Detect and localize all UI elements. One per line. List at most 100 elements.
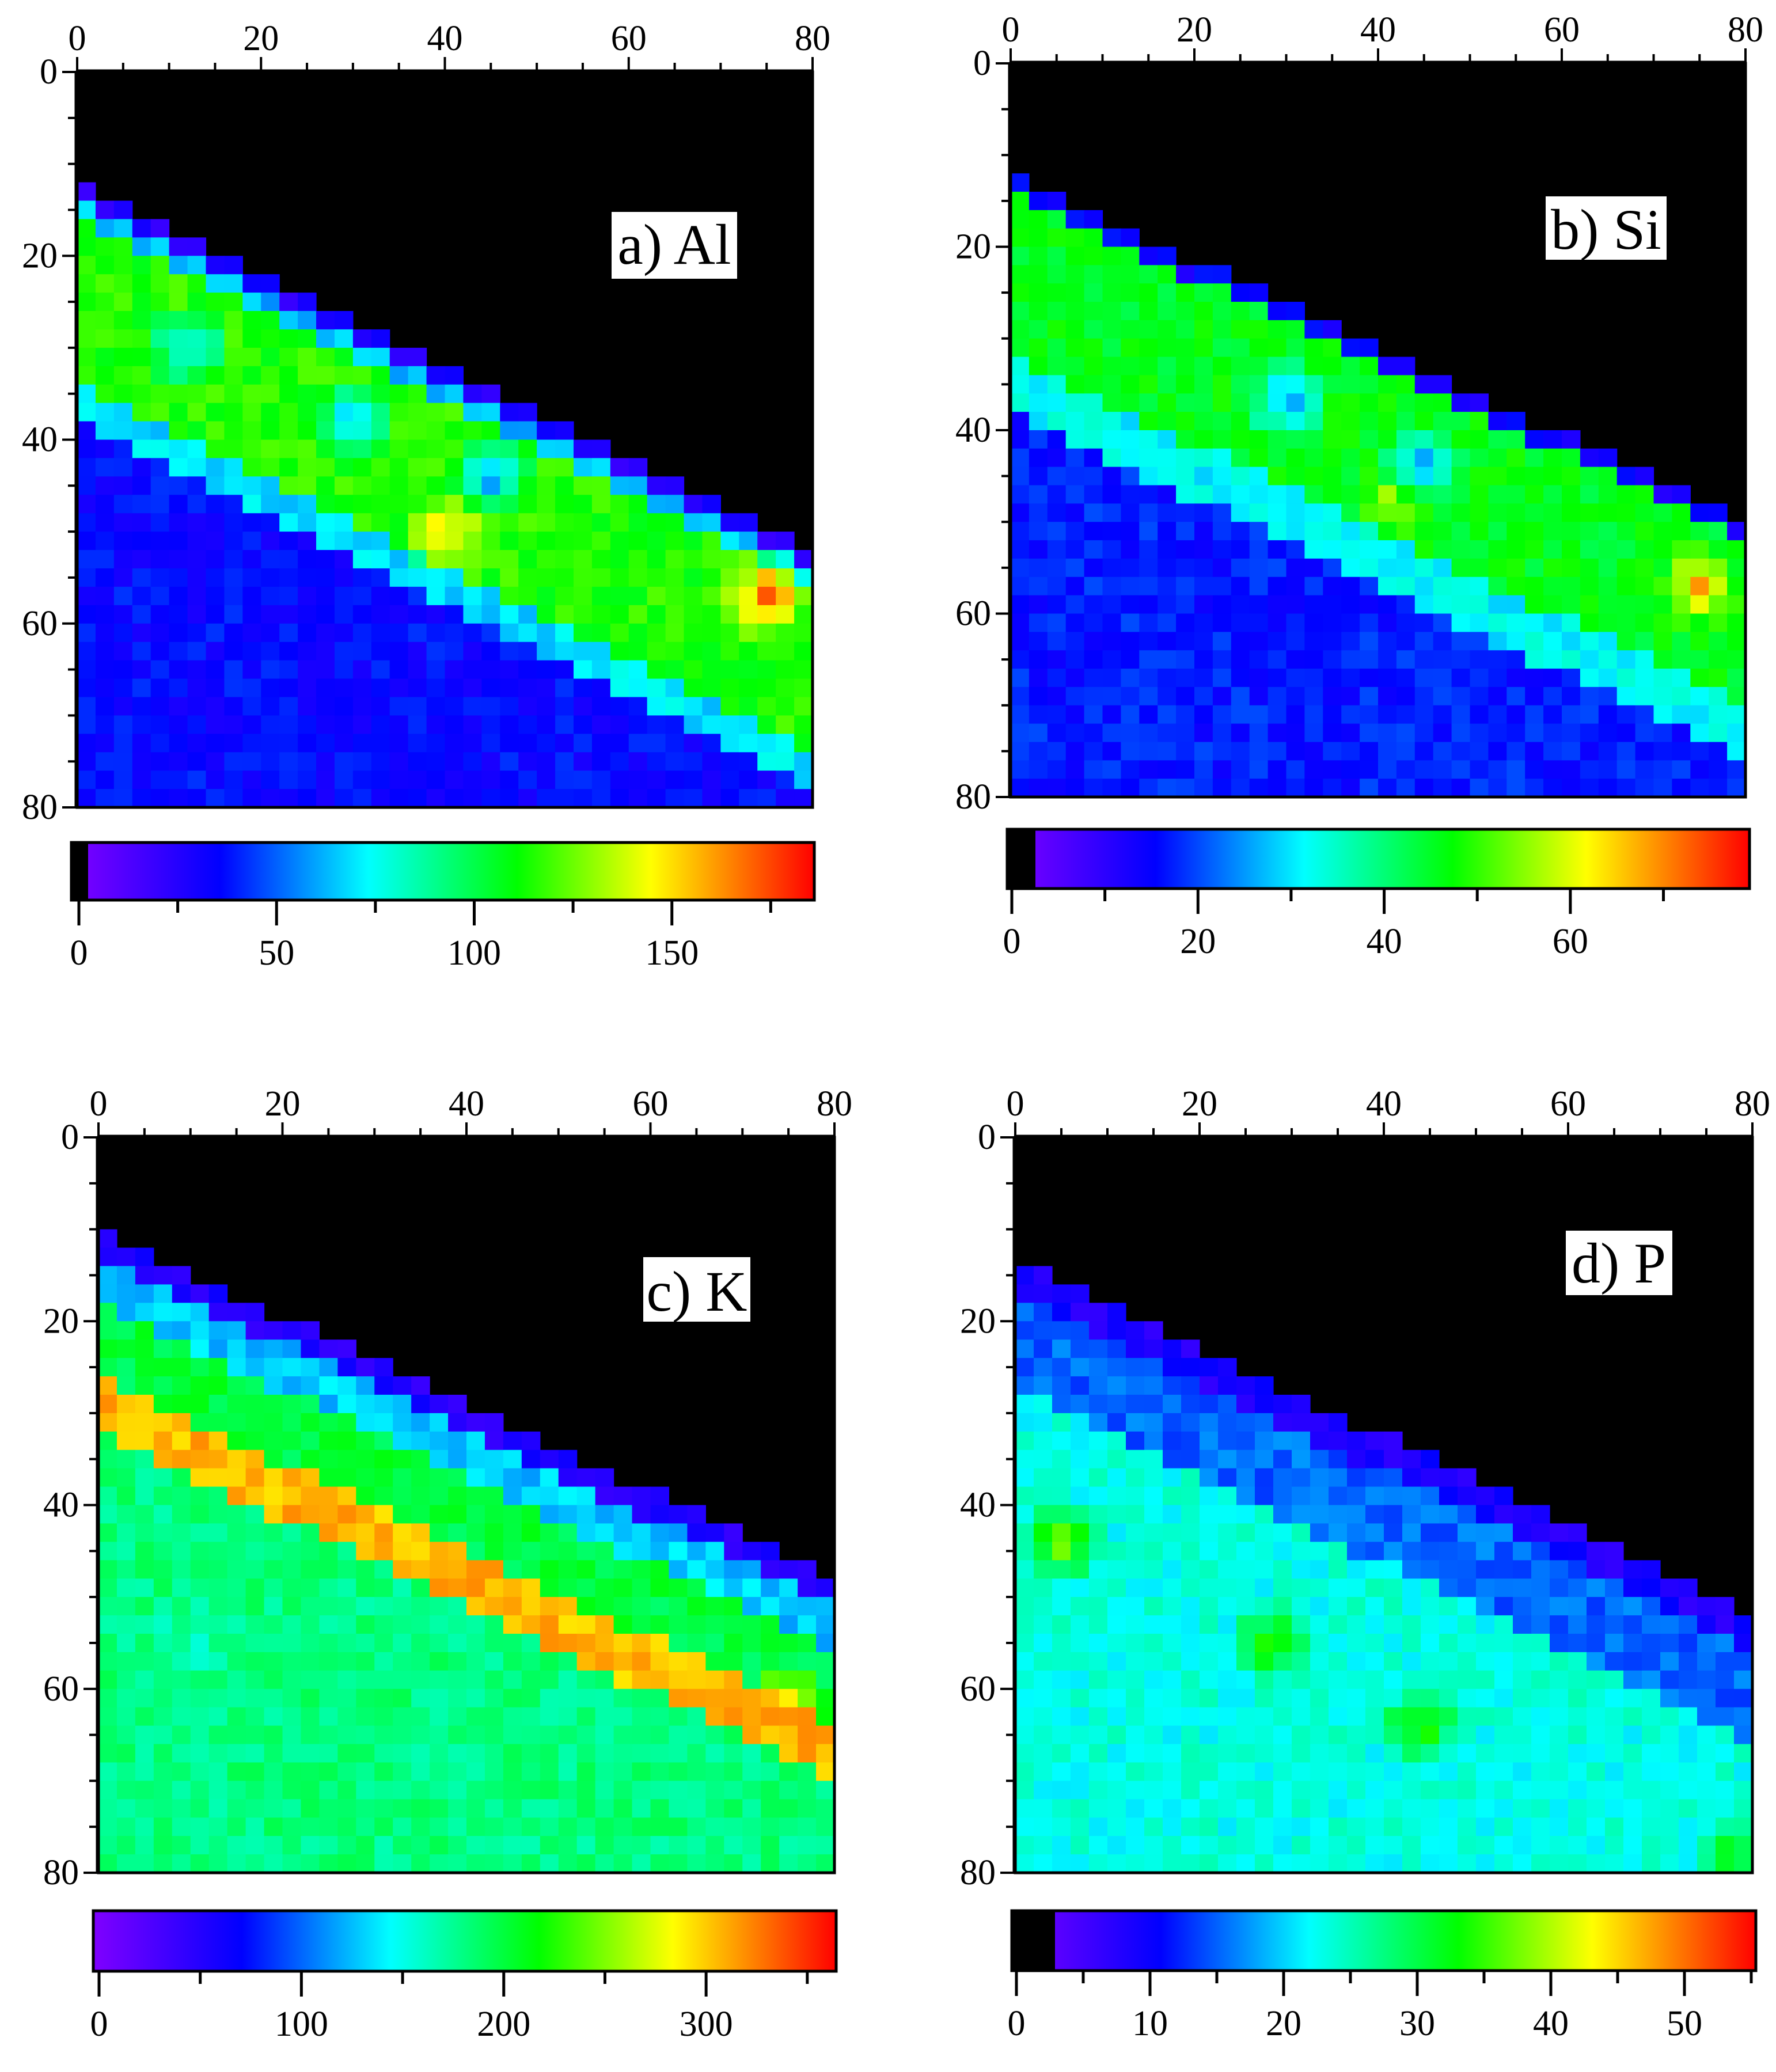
heatmap-cell	[389, 697, 409, 716]
heatmap-cell	[374, 1449, 393, 1469]
heatmap-cell	[77, 311, 96, 330]
heatmap-cell	[264, 1688, 283, 1708]
heatmap-cell	[77, 366, 96, 385]
heatmap-cell	[1341, 760, 1360, 779]
heatmap-cell	[613, 1542, 633, 1561]
heatmap-cell	[1378, 595, 1397, 614]
heatmap-cell	[555, 495, 574, 514]
heatmap-cell	[1323, 522, 1342, 541]
heatmap-cell	[555, 715, 574, 734]
heatmap-cell	[356, 1633, 375, 1653]
heatmap-cell	[150, 274, 170, 293]
heatmap-cell	[1653, 503, 1672, 522]
heatmap-cell	[779, 1670, 798, 1690]
heatmap-cell	[576, 1560, 596, 1579]
heatmap-cell	[279, 642, 298, 661]
heatmap-cell	[208, 1321, 228, 1340]
heatmap-cell	[1543, 430, 1562, 449]
heatmap-cell	[1653, 522, 1672, 541]
heatmap-cell	[1231, 338, 1250, 358]
heatmap-cell	[1470, 540, 1489, 559]
heatmap-cell	[116, 1505, 136, 1524]
heatmap-cell	[573, 697, 593, 716]
heatmap-cell	[1158, 356, 1177, 376]
heatmap-cell	[113, 237, 133, 256]
heatmap-cell	[242, 771, 261, 790]
heatmap-cell	[1642, 1652, 1661, 1671]
heatmap-cell	[282, 1725, 302, 1745]
heatmap-cell	[352, 495, 372, 514]
heatmap-cell	[1268, 412, 1287, 431]
heatmap-cell	[537, 678, 556, 698]
heatmap-cell	[393, 1836, 412, 1855]
heatmap-cell	[169, 771, 188, 790]
heatmap-cell	[757, 550, 776, 569]
heatmap-cell	[466, 1836, 485, 1855]
heatmap-cell	[334, 476, 354, 495]
heatmap-cell	[1286, 669, 1305, 688]
heatmap-cell	[408, 678, 427, 698]
heatmap-cell	[172, 1284, 191, 1303]
heatmap-cell	[1212, 503, 1232, 522]
heatmap-cell	[319, 1358, 338, 1377]
heatmap-cell	[1015, 1799, 1034, 1818]
heatmap-cell	[411, 1707, 430, 1726]
heatmap-cell	[150, 219, 170, 238]
heatmap-cell	[1144, 1670, 1163, 1690]
heatmap-cell	[224, 403, 243, 422]
heatmap-cell	[172, 1836, 191, 1855]
heatmap-cell	[503, 1688, 522, 1708]
heatmap-cell	[227, 1817, 246, 1836]
heatmap-cell	[632, 1560, 651, 1579]
heatmap-cell	[687, 1688, 706, 1708]
heatmap-cell	[1052, 1652, 1071, 1671]
heatmap-cell	[684, 586, 703, 606]
heatmap-cell	[1181, 1762, 1200, 1781]
heatmap-cell	[1470, 779, 1489, 798]
heatmap-cell	[610, 715, 629, 734]
heatmap-cell	[245, 1523, 265, 1542]
heatmap-cell	[389, 660, 409, 680]
heatmap-cell	[408, 642, 427, 661]
heatmap-cell	[687, 1615, 706, 1634]
heatmap-cell	[1181, 1854, 1200, 1873]
heatmap-cell	[1034, 1854, 1053, 1873]
panel-a-x-axis: 0 20 40 60 80	[69, 19, 830, 73]
heatmap-cell	[448, 1725, 467, 1745]
heatmap-cell	[669, 1652, 688, 1671]
heatmap-cell	[1139, 302, 1158, 321]
heatmap-cell	[187, 274, 207, 293]
heatmap-cell	[1598, 760, 1618, 779]
heatmap-cell	[1268, 686, 1287, 706]
heatmap-cell	[1587, 1836, 1606, 1855]
heatmap-cell	[301, 1339, 320, 1358]
heatmap-cell	[1102, 265, 1121, 284]
heatmap-cell	[1488, 632, 1507, 651]
heatmap-cell	[1421, 1523, 1440, 1542]
heatmap-cell	[1494, 1744, 1513, 1763]
heatmap-cell	[172, 1339, 191, 1358]
heatmap-cell	[1451, 669, 1471, 688]
heatmap-cell	[356, 1817, 375, 1836]
heatmap-cell	[426, 734, 446, 753]
heatmap-cell	[466, 1781, 485, 1800]
heatmap-cell	[1194, 558, 1213, 578]
heatmap-cell	[1034, 1781, 1053, 1800]
heatmap-cell	[463, 568, 482, 587]
heatmap-cell	[1304, 779, 1323, 798]
heatmap-cell	[1402, 1817, 1421, 1836]
heatmap-cell	[1488, 503, 1507, 522]
heatmap-cell	[1365, 1449, 1384, 1469]
heatmap-cell	[1605, 1652, 1624, 1671]
heatmap-cell	[1642, 1688, 1661, 1708]
heatmap-cell	[1181, 1560, 1200, 1579]
heatmap-cell	[242, 532, 261, 551]
heatmap-cell	[77, 293, 96, 312]
heatmap-cell	[1015, 1688, 1034, 1708]
heatmap-cell	[647, 752, 666, 771]
heatmap-cell	[724, 1854, 743, 1873]
heatmap-cell	[1329, 1688, 1348, 1708]
heatmap-cell	[1249, 576, 1269, 596]
heatmap-cell	[1360, 558, 1379, 578]
heatmap-cell	[1176, 320, 1195, 339]
